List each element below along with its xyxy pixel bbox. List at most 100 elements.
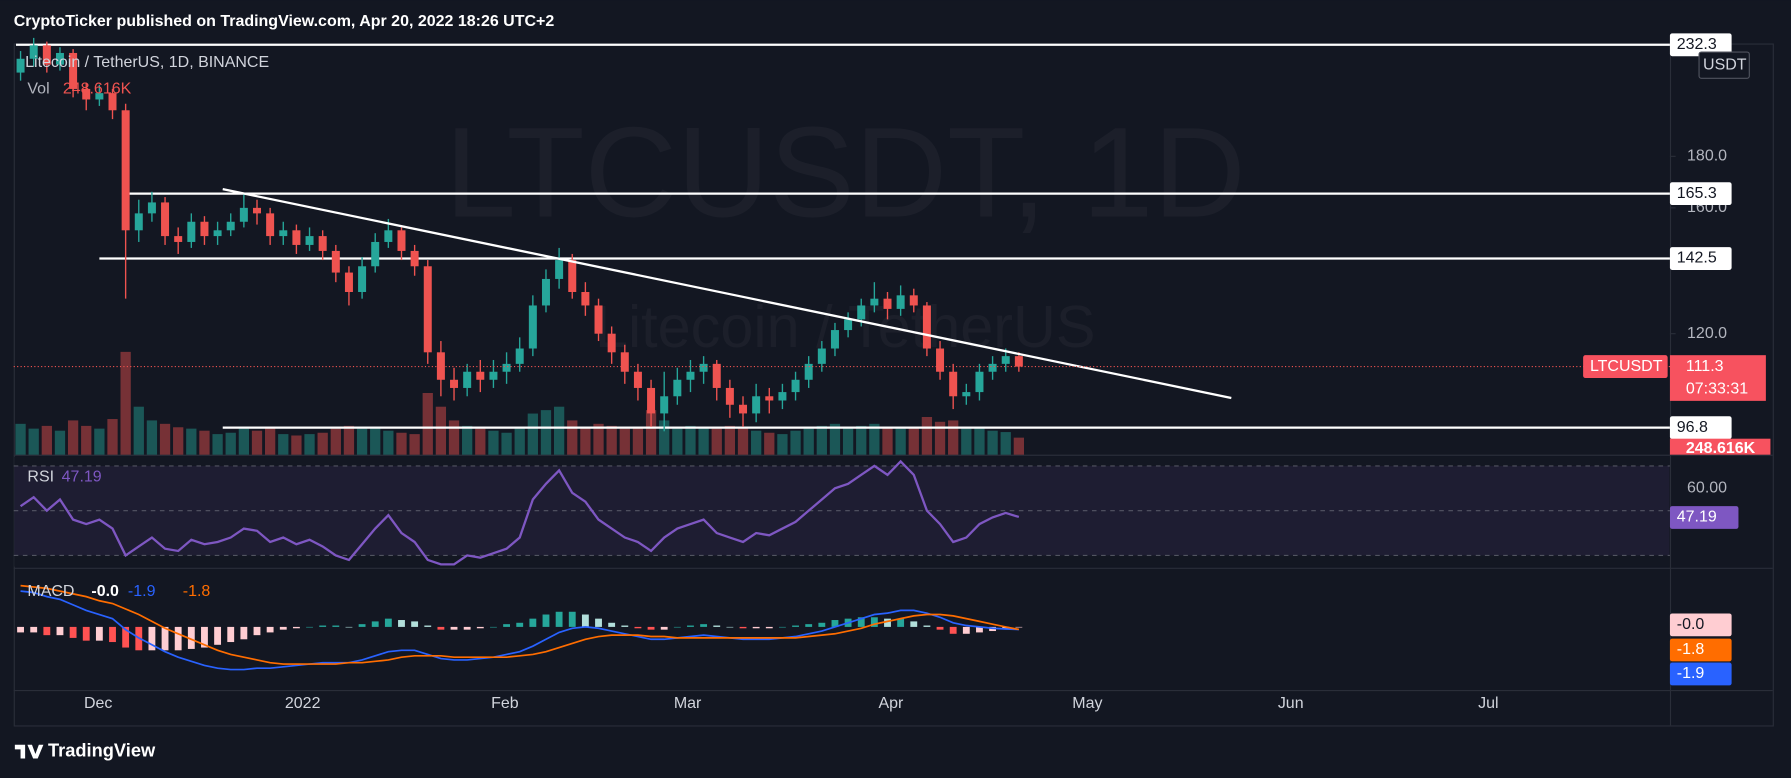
histogram-bar <box>542 614 550 627</box>
candle-body <box>82 88 91 100</box>
histogram-tag: -0.0 <box>1677 616 1705 633</box>
candle-body <box>922 305 931 349</box>
candle-body <box>450 379 459 388</box>
volume-bar <box>777 434 788 455</box>
volume-bar <box>672 428 683 455</box>
histogram-bar <box>490 626 497 628</box>
signal-tag: -1.8 <box>1677 641 1705 658</box>
histogram-bar <box>713 625 721 627</box>
candle-body <box>410 250 419 267</box>
volume-bar <box>580 427 591 455</box>
volume-bar <box>475 428 486 455</box>
volume-bar <box>540 410 552 455</box>
histogram-bar <box>805 624 813 627</box>
volume-bar <box>304 434 315 455</box>
y-tick-label: 120.0 <box>1687 325 1727 342</box>
rsi-pane <box>14 456 1670 567</box>
candle-body <box>226 221 235 231</box>
volume-bar <box>645 410 657 455</box>
candle-body <box>647 387 656 414</box>
volume-bar <box>120 351 131 455</box>
candle-body <box>29 45 38 59</box>
histogram-bar <box>82 626 90 641</box>
candle-body <box>936 348 945 372</box>
candle-body <box>371 241 380 267</box>
volume-bar <box>199 430 210 455</box>
histogram-bar <box>700 624 708 627</box>
volume-bar <box>751 430 762 455</box>
candle-body <box>739 404 748 414</box>
level-label: 96.8 <box>1677 419 1708 436</box>
candle-body <box>817 348 826 364</box>
symbol-tag: LTCUSDT <box>1590 358 1663 375</box>
candle-body <box>725 387 734 405</box>
histogram-bar <box>227 626 235 643</box>
volume-bar <box>790 430 801 455</box>
candle-body <box>594 305 603 334</box>
volume-bar <box>961 428 972 455</box>
volume-bar <box>330 428 341 455</box>
histogram-bar <box>687 625 694 627</box>
histogram-bar <box>529 618 537 627</box>
macd-line <box>20 584 1020 665</box>
volume-bar <box>173 427 184 455</box>
pane-title: MACD <box>27 583 74 600</box>
histogram-bar <box>765 626 773 629</box>
price-box <box>1669 355 1766 401</box>
candle-body <box>1014 356 1023 367</box>
histogram-bar <box>726 626 734 628</box>
volume-bar <box>396 432 407 455</box>
histogram-bar <box>555 611 563 627</box>
volume-bar <box>934 421 946 455</box>
level-label: 165.3 <box>1677 185 1717 202</box>
candle-body <box>633 371 642 388</box>
histogram-bar <box>778 626 786 628</box>
candle-body <box>909 295 918 306</box>
candle-body <box>318 236 327 251</box>
histogram-bar <box>673 626 681 628</box>
volume-legend: Vol <box>27 80 49 97</box>
candle-body <box>765 396 774 401</box>
candle-body <box>463 371 472 388</box>
volume-bar <box>895 428 906 455</box>
volume-bar <box>567 420 578 455</box>
histogram-bar <box>279 626 287 630</box>
volume-bar <box>146 420 158 455</box>
candle-body <box>988 363 997 372</box>
rsi-line <box>19 459 1020 566</box>
histogram-bar <box>870 617 878 627</box>
candle-body <box>397 230 406 251</box>
histogram-bar <box>752 626 760 629</box>
histogram-bar <box>450 626 458 630</box>
histogram-bar <box>503 624 511 627</box>
volume-bar <box>383 430 394 455</box>
brand-logo <box>14 744 44 759</box>
volume-bar <box>724 425 736 455</box>
candle-body <box>174 236 183 242</box>
histogram-bar <box>95 626 103 641</box>
candle-body <box>660 396 669 414</box>
candle-body <box>436 352 445 380</box>
candle-body <box>42 45 51 65</box>
volume-bar <box>370 427 381 455</box>
volume-bar <box>15 423 26 455</box>
histogram-bar <box>332 625 340 627</box>
histogram-bar <box>30 626 38 633</box>
brand-name: TradingView <box>48 739 156 760</box>
candle-body <box>331 250 340 273</box>
volume-bar <box>632 427 644 455</box>
candle-body <box>975 371 984 393</box>
volume-bar <box>948 420 959 455</box>
histogram-bar <box>345 626 353 628</box>
volume-bar <box>186 428 197 455</box>
histogram-bar <box>608 622 616 627</box>
candle-body <box>161 202 170 237</box>
histogram-bar <box>857 617 865 627</box>
histogram-bar <box>831 620 839 627</box>
histogram-bar <box>292 626 300 629</box>
histogram-bar <box>161 626 169 651</box>
x-tick-label: Feb <box>491 695 519 712</box>
volume-bar <box>711 428 722 455</box>
histogram-bar <box>647 626 655 630</box>
